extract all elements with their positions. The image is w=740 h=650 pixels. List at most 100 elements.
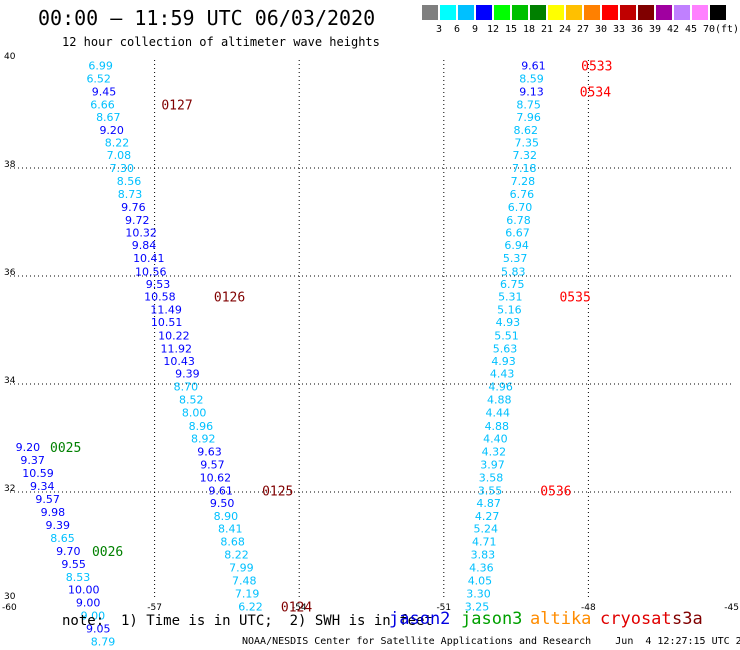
y-tick-label: 40: [4, 52, 16, 62]
wave-height-label: 9.76: [121, 201, 146, 214]
wave-height-label: 10.62: [200, 471, 232, 484]
scale-label: 24: [558, 24, 572, 35]
scale-swatch: [602, 5, 618, 20]
wave-height-label: 9.13: [519, 85, 544, 98]
wave-height-label: 4.27: [475, 510, 500, 523]
y-tick-label: 30: [4, 592, 16, 602]
wave-height-label: 10.59: [22, 467, 54, 480]
scale-label: 36: [630, 24, 644, 35]
wave-height-label: 9.00: [76, 597, 101, 610]
scale-label: (ft): [714, 24, 740, 35]
wave-height-label: 4.88: [485, 420, 510, 433]
wave-height-label: 6.78: [506, 214, 531, 227]
wave-height-label: 3.30: [466, 588, 491, 601]
wave-height-label: 10.56: [135, 266, 167, 279]
wave-height-label: 9.57: [200, 458, 225, 471]
wave-height-label: 9.98: [41, 506, 66, 519]
wave-height-label: 6.70: [508, 201, 533, 214]
x-tick-label: -51: [436, 603, 451, 613]
wave-height-label: 8.52: [179, 394, 204, 407]
pass-time-label: 0124: [281, 600, 312, 615]
wave-height-label: 8.68: [220, 536, 245, 549]
wave-height-label: 5.16: [497, 303, 522, 316]
wave-height-label: 5.31: [498, 291, 523, 304]
credit-line: NOAA/NESDIS Center for Satellite Applica…: [242, 636, 740, 647]
pass-time-label: 0125: [262, 484, 293, 499]
wave-height-label: 10.00: [68, 584, 100, 597]
scale-label: 39: [648, 24, 662, 35]
wave-height-label: 4.96: [488, 381, 513, 394]
pass-time-label: 0025: [50, 441, 81, 456]
scale-swatch: [494, 5, 510, 20]
wave-height-label: 8.62: [513, 124, 538, 137]
scale-swatch: [638, 5, 654, 20]
legend-s3a: s3a: [672, 609, 703, 629]
wave-height-label: 3.83: [471, 549, 496, 562]
chart-title: 00:00 – 11:59 UTC 06/03/2020: [38, 6, 376, 30]
wave-height-label: 9.05: [86, 623, 111, 636]
wave-height-label: 5.63: [493, 342, 518, 355]
scale-label: 21: [540, 24, 554, 35]
wave-height-label: 9.34: [30, 480, 55, 493]
wave-height-label: 7.19: [235, 588, 260, 601]
x-tick-label: -54: [292, 603, 307, 613]
wave-height-label: 8.59: [519, 72, 544, 85]
wave-height-label: 4.93: [491, 355, 516, 368]
wave-height-label: 7.18: [512, 162, 537, 175]
y-tick-label: 32: [4, 484, 15, 494]
wave-height-label: 10.51: [151, 316, 183, 329]
wave-height-label: 6.22: [238, 600, 263, 613]
x-tick-label: -45: [724, 603, 739, 613]
wave-height-label: 8.00: [182, 407, 207, 420]
y-tick-label: 36: [4, 268, 16, 278]
wave-height-label: 10.41: [133, 252, 165, 265]
scale-swatch: [548, 5, 564, 20]
wave-height-label: 4.05: [468, 575, 493, 588]
wave-height-label: 9.20: [16, 441, 41, 454]
scale-label: 18: [522, 24, 536, 35]
wave-height-label: 9.61: [521, 59, 546, 72]
footer-note: note: 1) Time is in UTC; 2) SWH is in fe…: [62, 613, 433, 629]
scale-label: 9: [471, 24, 479, 35]
wave-height-label: 8.92: [191, 433, 216, 446]
wave-height-label: 11.92: [161, 342, 193, 355]
wave-height-label: 4.43: [490, 368, 515, 381]
scale-swatch: [710, 5, 726, 20]
wave-height-label: 3.58: [479, 471, 504, 484]
scale-label: 3: [435, 24, 443, 35]
wave-height-label: 4.93: [496, 316, 521, 329]
scale-label: 33: [612, 24, 626, 35]
wave-height-label: 6.76: [510, 188, 535, 201]
wave-height-label: 8.22: [224, 549, 249, 562]
legend-jason3: jason3: [461, 609, 523, 629]
tick-labels: -60 -57 -54 -51 -48 -45 30 32 34 36 38 40: [2, 52, 739, 613]
wave-height-label: 9.45: [92, 85, 117, 98]
wave-height-label: 9.53: [146, 278, 171, 291]
wave-height-label: 8.75: [516, 98, 541, 111]
scale-swatch: [458, 5, 474, 20]
wave-height-label: 9.20: [99, 124, 124, 137]
scale-swatch: [674, 5, 690, 20]
wave-height-label: 8.56: [117, 175, 142, 188]
wave-height-label: 6.99: [88, 59, 113, 72]
wave-height-label: 8.67: [96, 111, 121, 124]
pass-time-label: 0535: [559, 291, 590, 306]
wave-height-label: 3.97: [480, 458, 505, 471]
legend-cryosat: cryosat: [600, 609, 672, 629]
wave-height-label: 8.53: [66, 571, 91, 584]
wave-height-label: 4.40: [483, 433, 508, 446]
wave-height-label: 5.24: [473, 523, 498, 536]
scale-swatch: [530, 5, 546, 20]
wave-height-label: 9.00: [81, 610, 106, 623]
wave-height-label: 10.22: [158, 329, 190, 342]
wave-height-label: 8.65: [50, 532, 75, 545]
wave-height-label: 8.94: [96, 649, 121, 650]
wave-height-label: 8.90: [214, 510, 239, 523]
y-tick-label: 38: [4, 160, 16, 170]
scale-label: 12: [486, 24, 500, 35]
wave-height-label: 7.99: [229, 562, 254, 575]
scale-swatch: [566, 5, 582, 20]
wave-height-label: 8.73: [118, 188, 143, 201]
wave-height-label: 5.83: [501, 266, 526, 279]
wave-height-label: 3.25: [465, 600, 490, 613]
